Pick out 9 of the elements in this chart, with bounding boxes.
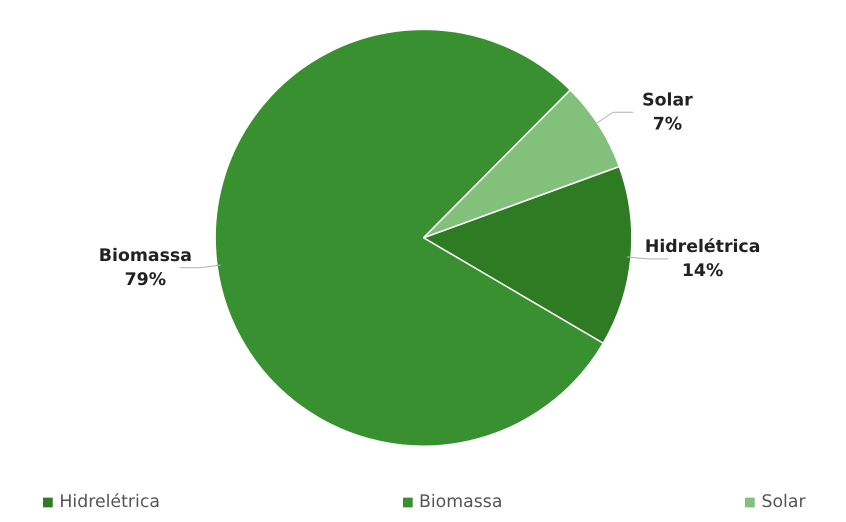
legend-label: Biomassa [418, 492, 502, 512]
data-label: 79% [124, 270, 166, 290]
slice-label: Biomassa [98, 246, 192, 266]
data-label: 7% [652, 114, 682, 134]
slice-label: Hidrelétrica [644, 236, 760, 257]
slice-label: Solar [642, 90, 694, 110]
legend-label: Solar [761, 492, 806, 512]
data-label: 14% [682, 260, 724, 281]
legend-label: Hidrelétrica [59, 492, 160, 512]
